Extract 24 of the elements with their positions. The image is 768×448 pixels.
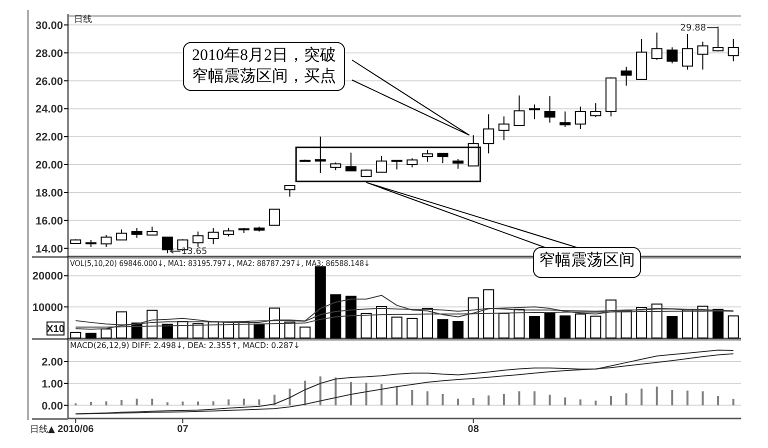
y-tick-label: 26.00 [35, 76, 63, 88]
x-tick-label: 08 [468, 424, 480, 435]
y-tick-label: 14.00 [35, 243, 63, 256]
y-tick-label: 20.00 [35, 160, 63, 172]
y-tick-label: 2.00 [42, 356, 63, 368]
y-tick-label: 0.00 [42, 400, 63, 412]
annotation: 13.65 [181, 247, 208, 258]
y-tick-label: 24.00 [35, 104, 63, 116]
y-tick-label: 28.00 [35, 48, 63, 60]
y-tick-label: 16.00 [35, 215, 63, 228]
y-tick-label: 10000 [32, 302, 63, 314]
text: 日线▲ [30, 424, 55, 435]
annotation: 窄幅震荡区间 [533, 247, 641, 278]
y-tick-label: 1.00 [42, 378, 63, 390]
y-tick-label: 30.00 [35, 20, 63, 32]
chart-title: 日线 [74, 14, 92, 25]
annotation: 2010年8月2日，突破窄幅震荡区间，买点 [183, 42, 345, 91]
y-tick-label: 18.00 [35, 187, 63, 200]
chart-subtitle: MACD(26,12,9) DIFF: 2.498↓, DEA: 2.355↑, MACD: 0.287↓ [70, 341, 306, 350]
y-tick-label: 22.00 [35, 132, 63, 144]
x-tick-label: 07 [177, 424, 189, 435]
annotation: 29.88 [680, 24, 706, 34]
x-tick-label: 2010/06 [58, 424, 94, 435]
y-tick-label: 20000 [32, 270, 63, 283]
